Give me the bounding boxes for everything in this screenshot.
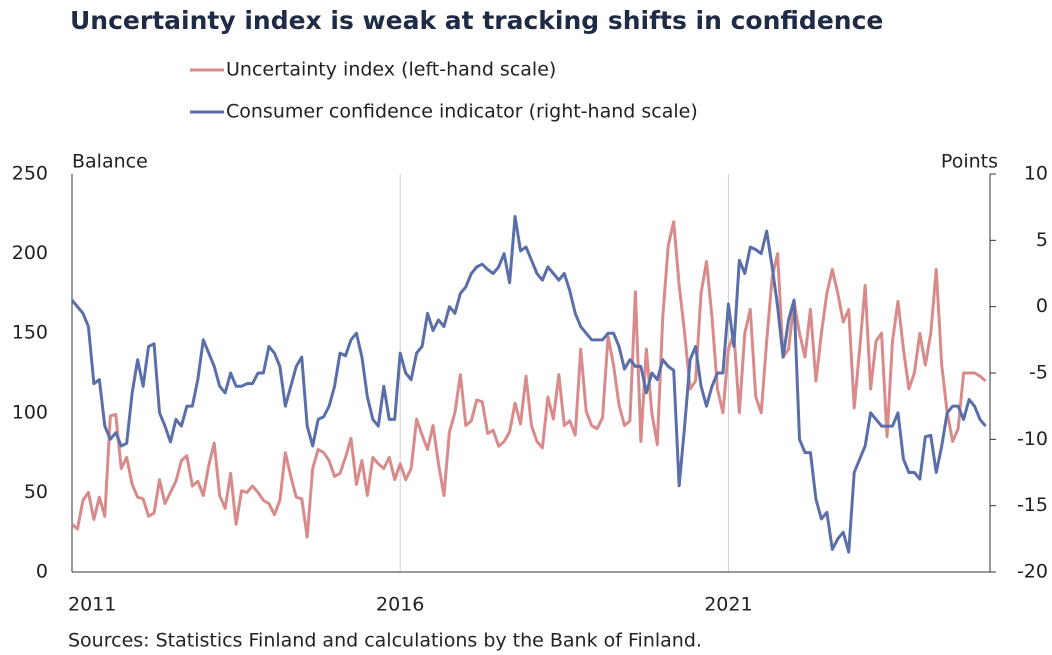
y2-tick-label: -15	[1017, 494, 1048, 516]
y-tick-label: 150	[12, 322, 48, 344]
y-tick-label: 100	[12, 401, 48, 423]
x-tick-label: 2011	[68, 594, 116, 616]
series-line	[70, 214, 987, 554]
y-tick-label: 50	[24, 481, 48, 503]
y2-axis-label: Points	[941, 151, 998, 173]
y2-tick-label: 10	[1024, 163, 1048, 185]
y2-tick-label: 0	[1036, 295, 1048, 317]
series-line	[71, 220, 987, 539]
x-tick-label: 2016	[376, 594, 424, 616]
legend-label: Uncertainty index (left-hand scale)	[226, 59, 556, 81]
x-tick-label: 2021	[704, 594, 752, 616]
y-tick-label: 0	[36, 561, 48, 583]
chart-title: Uncertainty index is weak at tracking sh…	[70, 6, 883, 35]
y-tick-label: 200	[12, 242, 48, 264]
y2-tick-label: -5	[1029, 362, 1048, 384]
y-axis-label: Balance	[72, 151, 148, 173]
y2-tick-label: -10	[1017, 428, 1048, 450]
source-note: Sources: Statistics Finland and calculat…	[68, 630, 702, 652]
y-tick-label: 250	[12, 163, 48, 185]
y2-tick-label: 5	[1036, 229, 1048, 251]
legend-label: Consumer confidence indicator (right-han…	[226, 101, 698, 123]
y2-tick-label: -20	[1017, 561, 1048, 583]
